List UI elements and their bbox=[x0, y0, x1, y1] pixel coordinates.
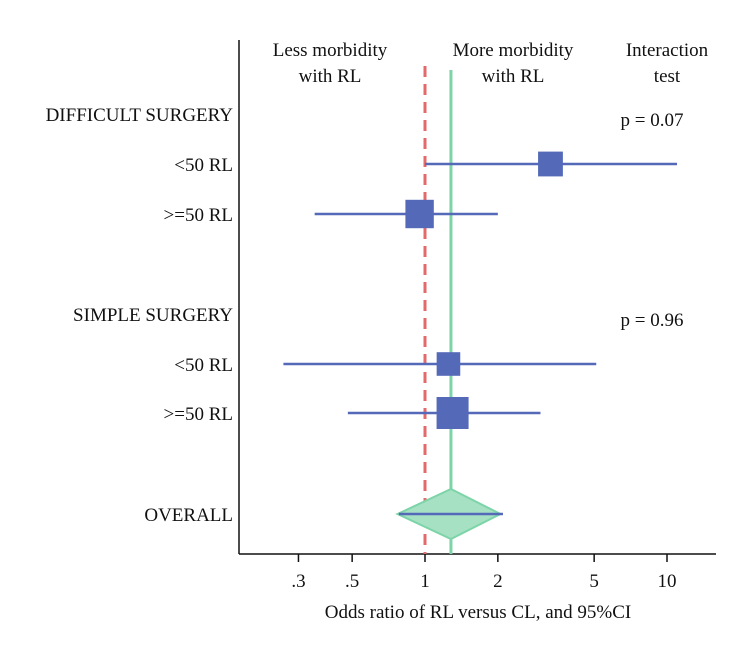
estimate-square-g1-r1 bbox=[436, 397, 469, 429]
group-label-simple: SIMPLE SURGERY bbox=[73, 305, 233, 326]
x-tick-label-3: 2 bbox=[493, 571, 503, 592]
header-right-line1: Interaction bbox=[626, 40, 709, 61]
row-label-simple-lt50: <50 RL bbox=[174, 355, 233, 376]
row-label-simple-ge50: >=50 RL bbox=[164, 404, 233, 425]
estimate-square-g1-r0 bbox=[436, 352, 461, 376]
x-ticks: .3 .5 1 2 5 10 bbox=[291, 554, 677, 592]
x-axis-title: Odds ratio of RL versus CL, and 95%CI bbox=[325, 602, 631, 623]
x-tick-label-4: 5 bbox=[589, 571, 599, 592]
row-label-difficult-lt50: <50 RL bbox=[174, 155, 233, 176]
reference-lines bbox=[423, 66, 453, 554]
x-tick-label-0: .3 bbox=[291, 571, 305, 592]
header-right-line2: test bbox=[654, 66, 681, 87]
marks-layer bbox=[283, 151, 678, 541]
row-label-difficult-ge50: >=50 RL bbox=[164, 205, 233, 226]
x-tick-label-5: 10 bbox=[658, 571, 677, 592]
p-value-simple: p = 0.96 bbox=[621, 310, 684, 331]
x-tick-label-1: .5 bbox=[345, 571, 359, 592]
header-mid-line2: with RL bbox=[482, 66, 545, 87]
estimate-square-g0-r1 bbox=[405, 199, 434, 229]
header-mid-line1: More morbidity bbox=[453, 40, 574, 61]
group-label-difficult: DIFFICULT SURGERY bbox=[46, 105, 234, 126]
estimate-square-g0-r0 bbox=[538, 151, 563, 177]
p-value-difficult: p = 0.07 bbox=[621, 110, 684, 131]
header-left-line1: Less morbidity bbox=[273, 40, 388, 61]
header-left-line2: with RL bbox=[299, 66, 362, 87]
row-label-overall: OVERALL bbox=[144, 505, 233, 526]
x-tick-label-2: 1 bbox=[420, 571, 430, 592]
